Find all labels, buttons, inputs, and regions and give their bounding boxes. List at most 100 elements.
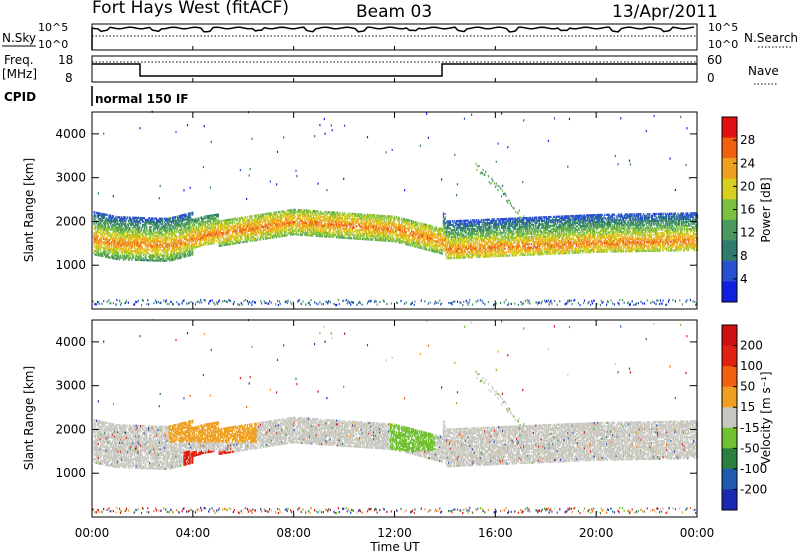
echo-cell <box>397 218 399 221</box>
echo-cell <box>130 235 132 238</box>
echo-cell <box>172 218 174 221</box>
echo-cell <box>167 230 169 233</box>
echo-cell <box>344 224 346 227</box>
echo-cell <box>199 301 201 304</box>
echo-cell <box>176 222 178 225</box>
echo-cell <box>216 234 219 237</box>
echo-cell <box>329 235 331 238</box>
echo-cell <box>206 222 208 225</box>
echo-cell <box>349 224 351 227</box>
echo-cell <box>105 247 107 250</box>
echo-cell <box>408 233 410 236</box>
echo-cell <box>295 228 297 231</box>
echo-cell <box>139 220 141 223</box>
echo-cell <box>138 230 140 233</box>
echo-cell <box>146 222 148 225</box>
echo-cell <box>253 223 255 226</box>
echo-cell <box>287 232 289 235</box>
echo-cell <box>388 234 390 237</box>
echo-cell <box>93 249 95 252</box>
echo-cell <box>117 244 119 247</box>
echo-cell <box>267 221 269 224</box>
echo-cell <box>241 223 243 226</box>
echo-cell <box>359 234 361 237</box>
echo-cell <box>95 215 97 218</box>
echo-cell <box>116 219 118 222</box>
echo-cell <box>324 216 326 219</box>
echo-cell <box>301 233 303 236</box>
echo-cell <box>404 302 406 305</box>
echo-cell <box>243 232 245 235</box>
echo-cell <box>287 223 289 226</box>
echo-cell <box>209 227 211 230</box>
echo-cell <box>180 235 182 238</box>
echo-cell <box>389 236 391 239</box>
echo-cell <box>211 223 213 226</box>
echo-cell <box>314 232 316 235</box>
echo-cell <box>403 231 405 235</box>
echo-cell <box>137 246 139 249</box>
echo-cell <box>290 230 292 233</box>
echo-cell <box>404 234 406 237</box>
echo-cell <box>177 222 179 225</box>
echo-cell <box>152 241 154 244</box>
echo-cell <box>369 215 371 218</box>
echo-cell <box>323 214 325 217</box>
echo-cell <box>186 249 188 252</box>
echo-cell <box>119 237 121 240</box>
echo-cell <box>288 216 290 219</box>
echo-cell <box>288 223 290 226</box>
echo-cell <box>340 217 342 220</box>
echo-cell <box>325 230 327 233</box>
echo-cell <box>145 253 147 257</box>
echo-cell <box>193 239 195 242</box>
echo-cell <box>321 229 324 233</box>
echo-cell <box>95 303 97 306</box>
echo-cell <box>201 226 203 229</box>
echo-cell <box>380 237 382 240</box>
echo-cell <box>341 222 343 225</box>
echo-cell <box>99 226 101 229</box>
nsky-series-line <box>91 26 695 50</box>
echo-cell <box>145 238 147 241</box>
echo-cell <box>294 229 296 232</box>
echo-cell <box>158 221 160 224</box>
echo-cell <box>186 218 188 221</box>
echo-cell <box>171 243 173 246</box>
echo-cell <box>268 231 270 234</box>
echo-cell <box>318 233 320 236</box>
echo-cell <box>325 231 327 235</box>
echo-cell <box>180 251 182 254</box>
echo-cell <box>320 235 322 238</box>
echo-cell <box>296 175 298 178</box>
echo-cell <box>359 218 361 221</box>
echo-cell <box>223 240 225 243</box>
echo-cell <box>212 230 214 233</box>
echo-cell <box>393 226 395 229</box>
echo-cell <box>161 222 163 226</box>
echo-cell <box>375 300 377 303</box>
echo-cell <box>182 229 184 232</box>
echo-cell <box>324 217 326 220</box>
echo-cell <box>182 214 184 217</box>
echo-cell <box>365 217 367 220</box>
echo-cell <box>183 243 185 246</box>
echo-cell <box>201 231 203 234</box>
echo-cell <box>111 250 114 253</box>
echo-cell <box>390 231 392 234</box>
echo-cell <box>201 244 203 247</box>
echo-cell <box>171 236 173 239</box>
echo-cell <box>373 222 375 226</box>
echo-cell <box>341 220 343 223</box>
echo-cell <box>108 216 110 219</box>
echo-cell <box>216 215 219 218</box>
echo-cell <box>143 231 145 234</box>
echo-cell <box>203 238 205 241</box>
echo-cell <box>141 216 143 220</box>
echo-cell <box>125 235 127 238</box>
echo-cell <box>96 211 99 215</box>
echo-cell <box>367 222 369 225</box>
echo-cell <box>204 299 206 302</box>
echo-cell <box>201 238 204 241</box>
echo-cell <box>342 219 344 222</box>
